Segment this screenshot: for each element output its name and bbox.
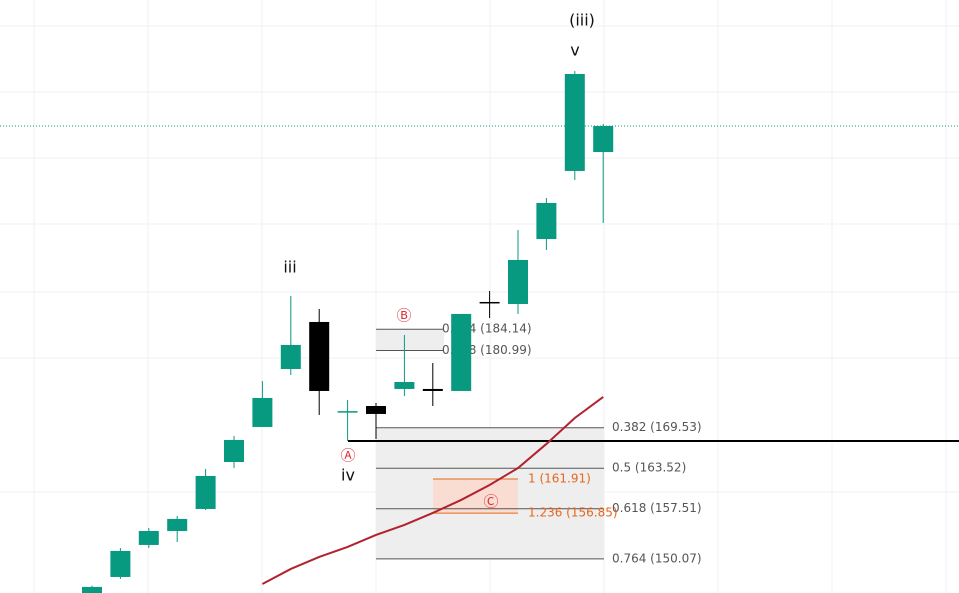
wave-label: iv: [341, 466, 355, 485]
fib-label: 0.5 (163.52): [612, 461, 686, 475]
candle-body: [564, 73, 585, 171]
candle-body: [593, 126, 614, 153]
candle-body: [252, 397, 273, 427]
candle-body: [394, 382, 415, 389]
wave-label: Ⓑ: [396, 307, 411, 325]
wave-label: iii: [283, 258, 296, 277]
fib-lines: 0.854 (184.14)0.618 (180.99)0.382 (169.5…: [376, 322, 702, 565]
wave-label: (iii): [569, 11, 595, 30]
fib-label: 0.618 (157.51): [612, 501, 702, 515]
candle-body: [309, 321, 330, 391]
fib-label: 1 (161.91): [528, 472, 591, 486]
candle-body: [366, 406, 386, 414]
candle-body: [422, 388, 443, 391]
candle-body: [337, 411, 358, 413]
candle-body: [508, 259, 528, 304]
candle-body: [536, 202, 557, 240]
labels: (iii) v iii iv Ⓐ Ⓑ Ⓒ: [283, 11, 595, 511]
fib-label: 0.382 (169.53): [612, 420, 702, 434]
fib-label: 1.236 (156.85): [528, 506, 618, 520]
wave-label: Ⓒ: [483, 493, 498, 511]
candle-body: [479, 301, 500, 304]
candle-body: [224, 439, 244, 463]
moving-average: [261, 396, 604, 585]
candle-body: [280, 344, 301, 370]
wave-label: Ⓐ: [340, 447, 355, 465]
fib-boxes: [376, 329, 604, 559]
candle-body: [451, 313, 472, 391]
candle-body: [110, 550, 131, 577]
candle-body: [195, 475, 216, 509]
fib-zone: [376, 329, 444, 351]
plot: [0, 71, 959, 593]
candle-body: [138, 531, 159, 545]
fib-label: 0.764 (150.07): [612, 551, 702, 565]
candle-body: [82, 586, 102, 593]
wave-label: v: [570, 41, 579, 60]
candle-body: [167, 518, 188, 532]
